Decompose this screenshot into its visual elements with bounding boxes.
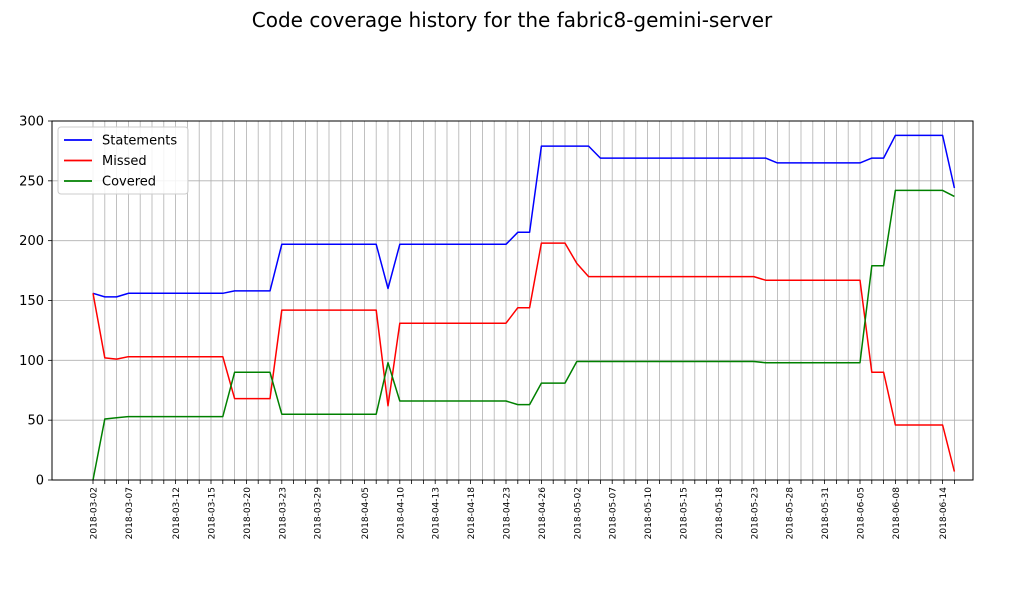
y-tick-label: 50 (27, 414, 44, 429)
y-tick-label: 100 (19, 354, 44, 369)
chart-title: Code coverage history for the fabric8-ge… (251, 8, 773, 32)
x-tick-label: 2018-05-02 (573, 487, 583, 539)
y-tick-label: 300 (19, 115, 44, 130)
x-tick-label: 2018-04-23 (503, 487, 513, 539)
x-tick-label: 2018-04-10 (396, 487, 406, 540)
plot-frame (51, 120, 974, 481)
x-tick-label: 2018-04-13 (432, 487, 442, 539)
y-tick-label: 250 (19, 174, 44, 189)
series-line-missed (92, 242, 956, 472)
x-tick-label: 2018-05-28 (786, 487, 796, 540)
x-tick-label: 2018-04-18 (467, 487, 477, 540)
y-tick-label: 0 (36, 474, 44, 489)
x-tick-label: 2018-04-05 (361, 487, 371, 539)
x-tick-label: 2018-03-29 (314, 487, 324, 540)
x-tick-label: 2018-03-23 (278, 487, 288, 539)
series-line-covered (92, 189, 955, 481)
x-tick-label: 2018-05-10 (644, 487, 654, 540)
x-tick-label: 2018-03-12 (172, 487, 182, 539)
x-tick-label: 2018-05-15 (680, 487, 690, 539)
legend-label: Missed (102, 154, 147, 169)
y-tick-label: 150 (19, 294, 44, 309)
series-line-statements (92, 134, 956, 298)
x-tick-label: 2018-05-31 (821, 487, 831, 539)
x-tick-label: 2018-04-26 (538, 487, 548, 540)
x-tick-label: 2018-06-14 (939, 487, 949, 540)
x-tick-label: 2018-03-07 (125, 487, 135, 539)
x-tick-label: 2018-05-07 (609, 487, 619, 539)
x-tick-label: 2018-06-08 (892, 487, 902, 540)
x-tick-label: 2018-06-05 (857, 487, 867, 539)
x-tick-label: 2018-03-02 (90, 487, 100, 539)
x-tick-label: 2018-05-23 (750, 487, 760, 539)
y-tick-label: 200 (19, 234, 44, 249)
x-tick-label: 2018-03-15 (208, 487, 218, 539)
x-tick-label: 2018-05-18 (715, 487, 725, 540)
legend-box (57, 126, 189, 195)
legend-label: Covered (102, 175, 156, 190)
x-tick-label: 2018-03-20 (243, 487, 253, 540)
legend-label: Statements (102, 134, 177, 149)
